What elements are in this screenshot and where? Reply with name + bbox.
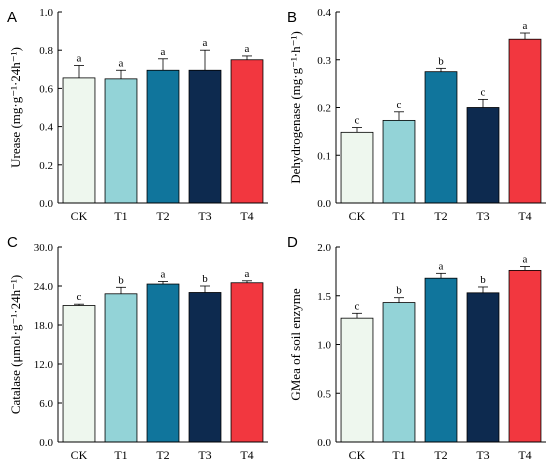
y-tick-label: 0.4 — [317, 7, 331, 19]
x-tick-label: CK — [71, 209, 88, 223]
x-tick-label: T4 — [240, 448, 253, 462]
y-axis-title: Urease (mg·g⁻¹·24h⁻¹) — [8, 47, 23, 168]
y-axis-title: Dehydrogenase (mg·g⁻¹·h⁻¹) — [288, 31, 303, 184]
y-axis-title: GMea of soil enzyme — [288, 288, 303, 401]
y-tick-label: 0.5 — [317, 388, 331, 400]
y-tick-label: 0.0 — [317, 198, 331, 210]
bar-t1 — [382, 119, 416, 204]
bar-t4 — [508, 269, 542, 443]
significance-letter: a — [161, 268, 166, 280]
significance-letter: a — [161, 46, 166, 58]
y-tick-label: 0.6 — [39, 83, 53, 95]
panel-a: A Urease (mg·g⁻¹·24h⁻¹) 0.0 0.2 0.4 0.6 0.8 1.0… — [7, 7, 268, 223]
x-tick-label: CK — [71, 448, 88, 462]
x-tick-label: T4 — [518, 448, 531, 462]
x-tick-label: T4 — [518, 209, 531, 223]
bar-t2 — [424, 71, 458, 204]
y-tick-label: 0.3 — [317, 55, 331, 67]
bar-t3 — [466, 107, 500, 204]
x-tick-label: T3 — [198, 448, 211, 462]
significance-letter: a — [119, 57, 124, 69]
significance-letter: c — [355, 115, 360, 127]
significance-letter: c — [397, 99, 402, 111]
bar-ck — [340, 317, 374, 443]
bar-ck — [340, 131, 374, 204]
panel-d: D GMea of soil enzyme 0.0 0.5 1.0 1.5 2.0 c CK b T… — [287, 234, 546, 462]
significance-letter: c — [77, 291, 82, 303]
significance-letter: a — [245, 43, 250, 55]
y-tick-label: 1.0 — [317, 340, 331, 352]
significance-letter: a — [523, 20, 528, 32]
y-tick-label: 12.0 — [34, 359, 54, 371]
x-tick-label: T2 — [434, 448, 447, 462]
y-tick-label: 0.4 — [39, 122, 53, 134]
y-tick-label: 0.8 — [39, 45, 53, 57]
x-tick-label: T1 — [392, 448, 405, 462]
y-tick-label: 2.0 — [317, 242, 331, 254]
x-tick-label: T3 — [476, 209, 489, 223]
x-tick-label: T1 — [114, 209, 127, 223]
significance-letter: b — [202, 273, 208, 285]
bar-t1 — [382, 302, 416, 443]
x-tick-label: CK — [349, 209, 366, 223]
x-tick-label: T3 — [198, 209, 211, 223]
x-tick-label: T4 — [240, 209, 253, 223]
panel-letter: C — [7, 234, 18, 251]
x-tick-label: T3 — [476, 448, 489, 462]
bar-t3 — [188, 69, 222, 204]
bar-t3 — [188, 292, 222, 443]
panel-c: C Catalase (μmol·g⁻¹·24h⁻¹) 0.0 6.0 12.0 18.0… — [7, 234, 268, 462]
bar-t1 — [104, 293, 138, 443]
y-tick-label: 0.0 — [317, 437, 331, 449]
bar-t3 — [466, 292, 500, 443]
y-tick-label: 1.0 — [39, 7, 53, 19]
bar-t4 — [508, 38, 542, 204]
x-tick-label: T2 — [434, 209, 447, 223]
significance-letter: c — [481, 86, 486, 98]
y-tick-label: 0.2 — [39, 160, 53, 172]
significance-letter: a — [523, 254, 528, 266]
significance-letter: b — [396, 285, 402, 297]
y-tick-label: 30.0 — [34, 242, 54, 254]
significance-letter: a — [77, 52, 82, 64]
bar-ck — [62, 77, 96, 204]
y-tick-label: 1.5 — [317, 291, 331, 303]
bar-t2 — [146, 69, 180, 204]
y-tick-label: 6.0 — [39, 398, 53, 410]
bar-t2 — [146, 283, 180, 443]
y-tick-label: 24.0 — [34, 281, 54, 293]
panel-letter: A — [7, 9, 17, 26]
y-tick-label: 18.0 — [34, 320, 54, 332]
significance-letter: b — [438, 55, 444, 67]
panel-letter: B — [287, 9, 297, 26]
x-tick-label: T2 — [156, 448, 169, 462]
significance-letter: b — [480, 274, 486, 286]
panel-b: B Dehydrogenase (mg·g⁻¹·h⁻¹) 0.0 0.1 0.2 0.3 0… — [287, 7, 546, 223]
significance-letter: b — [118, 274, 124, 286]
bar-t4 — [230, 282, 264, 443]
x-tick-label: T1 — [114, 448, 127, 462]
x-tick-label: T1 — [392, 209, 405, 223]
significance-letter: a — [245, 268, 250, 280]
bar-t4 — [230, 59, 264, 204]
significance-letter: a — [203, 37, 208, 49]
significance-letter: c — [355, 300, 360, 312]
y-tick-label: 0.2 — [317, 103, 331, 115]
bar-ck — [62, 305, 96, 443]
y-tick-label: 0.1 — [317, 150, 331, 162]
x-tick-label: CK — [349, 448, 366, 462]
bar-t2 — [424, 277, 458, 443]
significance-letter: a — [439, 260, 444, 272]
x-tick-label: T2 — [156, 209, 169, 223]
y-tick-label: 0.0 — [39, 437, 53, 449]
y-axis-title: Catalase (μmol·g⁻¹·24h⁻¹) — [8, 275, 23, 414]
panel-letter: D — [287, 234, 298, 251]
bar-t1 — [104, 78, 138, 204]
y-tick-label: 0.0 — [39, 198, 53, 210]
